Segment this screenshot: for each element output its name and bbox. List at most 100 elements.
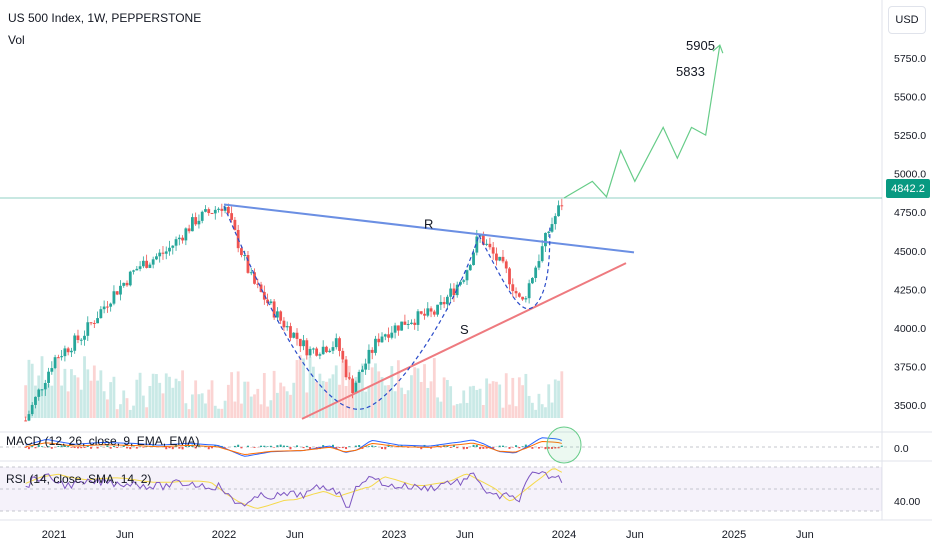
candle-body — [426, 308, 430, 316]
volume-bar — [341, 360, 345, 418]
volume-bar — [488, 383, 492, 418]
macd-histogram-bar — [289, 447, 292, 450]
candle-body — [73, 335, 77, 351]
volume-bar — [259, 404, 263, 418]
rsi-label[interactable]: RSI (14, close, SMA, 14, 2) — [6, 472, 152, 486]
volume-bar — [86, 369, 90, 418]
volume-bar — [315, 381, 319, 418]
volume-bar — [364, 391, 368, 418]
volume-bar — [426, 387, 430, 418]
macd-histogram-bar — [171, 447, 174, 450]
resistance-trendline[interactable] — [223, 203, 635, 254]
symbol-title[interactable]: US 500 Index, 1W, PEPPERSTONE — [8, 11, 202, 25]
volume-bar — [521, 385, 524, 418]
macd-histogram-bar — [31, 445, 34, 447]
macd-histogram-bar — [41, 446, 44, 447]
projection-path[interactable] — [563, 45, 721, 199]
macd-histogram-bar — [345, 447, 348, 450]
candle-body — [298, 338, 302, 347]
candle-body — [419, 311, 423, 314]
volume-bar — [174, 378, 178, 418]
candle-body — [135, 268, 139, 271]
macd-histogram-bar — [400, 445, 403, 447]
candle-body — [125, 282, 129, 286]
macd-label[interactable]: MACD (12, 26, close, 9, EMA, EMA) — [6, 434, 200, 448]
candle-body — [354, 382, 358, 394]
rsi-pane[interactable] — [0, 466, 882, 512]
cup-pattern-curve[interactable] — [223, 205, 480, 410]
volume-bar — [125, 398, 129, 418]
macd-histogram-bar — [211, 447, 214, 449]
volume-bar — [557, 380, 560, 418]
volume-bar — [207, 389, 211, 418]
volume-bar — [530, 402, 534, 418]
macd-histogram-bar — [37, 444, 40, 447]
handle-pattern-curve[interactable] — [478, 227, 551, 310]
candle-body — [253, 272, 256, 284]
candle-body — [488, 243, 492, 248]
volume-bar — [436, 397, 439, 418]
macd-histogram-bar — [73, 447, 76, 449]
candle-body — [374, 338, 377, 353]
price-axis[interactable]: 5750.0 5500.0 5250.0 5000.0 4750.0 4500.0 4250… — [894, 53, 926, 412]
volume-bar — [429, 381, 433, 418]
volume-bar — [204, 403, 207, 418]
candle-body — [272, 301, 276, 318]
candle-body — [524, 298, 528, 300]
candle-body — [96, 318, 99, 324]
candle-body — [243, 255, 247, 257]
volume-bar — [138, 372, 142, 418]
candle-body — [416, 311, 420, 325]
macd-pane[interactable] — [0, 426, 882, 464]
volume-bar — [544, 407, 547, 418]
macd-histogram-bar — [178, 447, 181, 449]
volume-bar — [220, 408, 224, 418]
volume-bar — [298, 355, 302, 418]
macd-histogram-bar — [492, 447, 495, 449]
candle-body — [481, 234, 485, 245]
volume-bar — [390, 366, 394, 418]
candle-body — [508, 268, 511, 285]
candle-body — [537, 261, 541, 268]
volume-bar — [540, 404, 544, 418]
volume-bar — [344, 386, 348, 418]
currency-button[interactable]: USD — [888, 6, 926, 34]
candle-body — [43, 382, 47, 390]
macd-histogram-bar — [282, 445, 285, 447]
candle-body — [472, 252, 475, 266]
candle-body — [40, 389, 44, 391]
candle-body — [432, 311, 436, 315]
macd-histogram-bar — [537, 447, 540, 449]
candle-body — [400, 321, 404, 331]
support-trendline[interactable] — [301, 262, 627, 420]
volume-bar — [419, 381, 423, 418]
resistance-label: R — [424, 216, 433, 231]
candle-body — [465, 270, 469, 281]
macd-histogram-bar — [381, 447, 384, 450]
macd-histogram-bar — [96, 447, 99, 449]
volume-label[interactable]: Vol — [8, 33, 25, 47]
macd-histogram-bar — [374, 446, 377, 447]
candle-body — [367, 349, 371, 364]
macd-histogram-bar — [129, 447, 132, 450]
macd-histogram-bar — [181, 447, 184, 450]
volume-bar — [155, 374, 158, 418]
volume-bar — [459, 403, 462, 418]
macd-histogram-bar — [207, 447, 210, 450]
volume-bar — [40, 356, 44, 418]
macd-histogram-bar — [63, 445, 66, 447]
macd-histogram-bar — [348, 446, 351, 447]
macd-histogram-bar — [305, 445, 308, 447]
candle-body — [341, 350, 345, 360]
volume-bar — [56, 357, 60, 418]
macd-histogram-bar — [472, 444, 475, 447]
candle-body — [200, 211, 204, 221]
volume-bar — [184, 403, 188, 418]
macd-histogram-bar — [449, 447, 452, 448]
candle-body — [544, 232, 547, 247]
macd-histogram-bar — [109, 447, 112, 449]
candle-body — [511, 284, 515, 292]
time-axis[interactable]: 2021 Jun 2022 Jun 2023 Jun 2024 Jun 2025 Jun — [42, 529, 814, 541]
volume-bar — [475, 389, 479, 418]
